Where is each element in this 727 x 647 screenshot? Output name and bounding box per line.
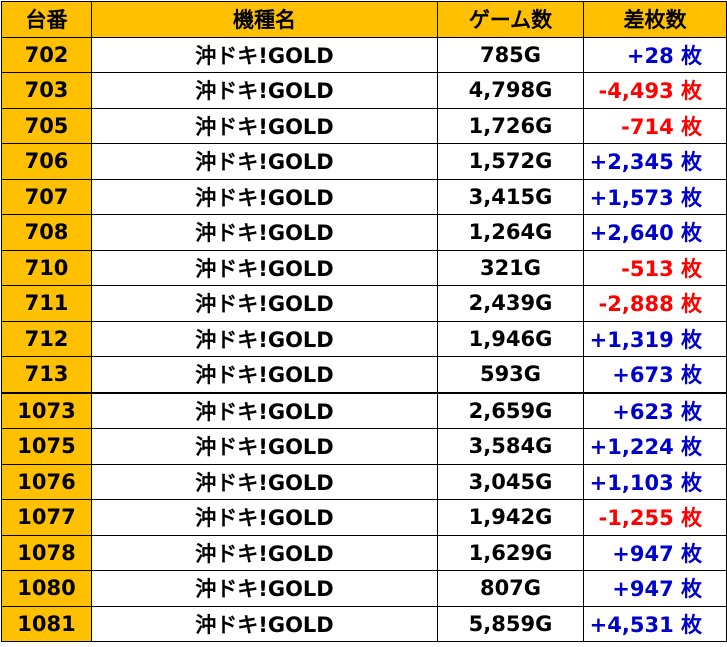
game-count-cell: 5,859G	[437, 605, 584, 642]
model-name-cell: 沖ドキ!GOLD	[91, 391, 438, 429]
table-row: 711 沖ドキ!GOLD 2,439G -2,888 枚	[1, 285, 727, 322]
coin-difference-cell: +2,640 枚	[583, 214, 727, 251]
table-row: 706 沖ドキ!GOLD 1,572G +2,345 枚	[1, 143, 727, 180]
table-row: 1078 沖ドキ!GOLD 1,629G +947 枚	[1, 534, 727, 571]
model-name-cell: 沖ドキ!GOLD	[91, 428, 438, 465]
machine-number-cell: 710	[1, 249, 92, 286]
machine-number-cell: 711	[1, 285, 92, 322]
header-game-count: ゲーム数	[437, 1, 584, 38]
machine-number-cell: 705	[1, 107, 92, 144]
coin-difference-cell: +947 枚	[583, 534, 727, 571]
table-row: 707 沖ドキ!GOLD 3,415G +1,573 枚	[1, 178, 727, 215]
coin-difference-cell: -513 枚	[583, 249, 727, 286]
game-count-cell: 1,264G	[437, 214, 584, 251]
machine-number-cell: 1075	[1, 428, 92, 465]
table-row: 710 沖ドキ!GOLD 321G -513 枚	[1, 249, 727, 286]
game-count-cell: 2,439G	[437, 285, 584, 322]
machine-number-cell: 1076	[1, 463, 92, 500]
coin-difference-cell: +673 枚	[583, 356, 727, 393]
coin-difference-cell: +1,224 枚	[583, 428, 727, 465]
table-row: 1080 沖ドキ!GOLD 807G +947 枚	[1, 570, 727, 607]
game-count-cell: 785G	[437, 36, 584, 73]
game-count-cell: 1,629G	[437, 534, 584, 571]
machine-number-cell: 702	[1, 36, 92, 73]
game-count-cell: 807G	[437, 570, 584, 607]
game-count-cell: 1,572G	[437, 143, 584, 180]
coin-difference-cell: -714 枚	[583, 107, 727, 144]
model-name-cell: 沖ドキ!GOLD	[91, 72, 438, 109]
machine-number-cell: 713	[1, 356, 92, 393]
model-name-cell: 沖ドキ!GOLD	[91, 356, 438, 393]
coin-difference-cell: +1,573 枚	[583, 178, 727, 215]
game-count-cell: 3,584G	[437, 428, 584, 465]
coin-difference-cell: +4,531 枚	[583, 605, 727, 642]
coin-difference-cell: -2,888 枚	[583, 285, 727, 322]
header-coin-difference: 差枚数	[583, 1, 727, 38]
machine-number-cell: 1081	[1, 605, 92, 642]
table-row: 703 沖ドキ!GOLD 4,798G -4,493 枚	[1, 72, 727, 109]
model-name-cell: 沖ドキ!GOLD	[91, 107, 438, 144]
header-row: 台番 機種名 ゲーム数 差枚数	[1, 1, 727, 38]
machine-number-cell: 1077	[1, 499, 92, 536]
model-name-cell: 沖ドキ!GOLD	[91, 214, 438, 251]
game-count-cell: 593G	[437, 356, 584, 393]
coin-difference-cell: +947 枚	[583, 570, 727, 607]
model-name-cell: 沖ドキ!GOLD	[91, 605, 438, 642]
game-count-cell: 1,946G	[437, 320, 584, 357]
header-machine-number: 台番	[1, 1, 92, 38]
model-name-cell: 沖ドキ!GOLD	[91, 534, 438, 571]
machine-number-cell: 706	[1, 143, 92, 180]
model-name-cell: 沖ドキ!GOLD	[91, 143, 438, 180]
model-name-cell: 沖ドキ!GOLD	[91, 285, 438, 322]
table-row: 1081 沖ドキ!GOLD 5,859G +4,531 枚	[1, 605, 727, 642]
coin-difference-cell: -4,493 枚	[583, 72, 727, 109]
machine-number-cell: 712	[1, 320, 92, 357]
table-row: 1073 沖ドキ!GOLD 2,659G +623 枚	[1, 391, 727, 429]
table-row: 712 沖ドキ!GOLD 1,946G +1,319 枚	[1, 320, 727, 357]
table-row: 1077 沖ドキ!GOLD 1,942G -1,255 枚	[1, 499, 727, 536]
model-name-cell: 沖ドキ!GOLD	[91, 463, 438, 500]
game-count-cell: 321G	[437, 249, 584, 286]
coin-difference-cell: +28 枚	[583, 36, 727, 73]
coin-difference-cell: -1,255 枚	[583, 499, 727, 536]
game-count-cell: 1,942G	[437, 499, 584, 536]
model-name-cell: 沖ドキ!GOLD	[91, 178, 438, 215]
machine-number-cell: 1078	[1, 534, 92, 571]
coin-difference-cell: +623 枚	[583, 391, 727, 429]
table-row: 1075 沖ドキ!GOLD 3,584G +1,224 枚	[1, 428, 727, 465]
model-name-cell: 沖ドキ!GOLD	[91, 320, 438, 357]
table-row: 713 沖ドキ!GOLD 593G +673 枚	[1, 356, 727, 393]
coin-difference-cell: +2,345 枚	[583, 143, 727, 180]
machine-number-cell: 1073	[1, 391, 92, 429]
model-name-cell: 沖ドキ!GOLD	[91, 249, 438, 286]
coin-difference-cell: +1,103 枚	[583, 463, 727, 500]
model-name-cell: 沖ドキ!GOLD	[91, 499, 438, 536]
table-row: 708 沖ドキ!GOLD 1,264G +2,640 枚	[1, 214, 727, 251]
table-row: 705 沖ドキ!GOLD 1,726G -714 枚	[1, 107, 727, 144]
game-count-cell: 3,045G	[437, 463, 584, 500]
game-count-cell: 2,659G	[437, 391, 584, 429]
table-row: 1076 沖ドキ!GOLD 3,045G +1,103 枚	[1, 463, 727, 500]
game-count-cell: 3,415G	[437, 178, 584, 215]
model-name-cell: 沖ドキ!GOLD	[91, 36, 438, 73]
machine-number-cell: 708	[1, 214, 92, 251]
game-count-cell: 1,726G	[437, 107, 584, 144]
machine-number-cell: 707	[1, 178, 92, 215]
model-name-cell: 沖ドキ!GOLD	[91, 570, 438, 607]
machine-number-cell: 1080	[1, 570, 92, 607]
coin-difference-cell: +1,319 枚	[583, 320, 727, 357]
machine-number-cell: 703	[1, 72, 92, 109]
game-count-cell: 4,798G	[437, 72, 584, 109]
header-model-name: 機種名	[91, 1, 438, 38]
table-row: 702 沖ドキ!GOLD 785G +28 枚	[1, 36, 727, 73]
